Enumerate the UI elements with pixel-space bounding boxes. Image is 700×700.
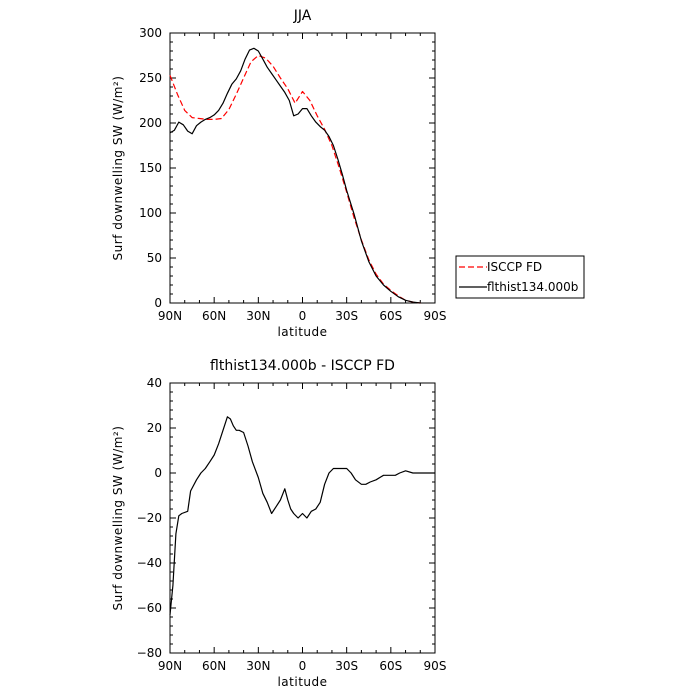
series-line-flthist134-000b <box>169 47 421 304</box>
y-tick-label: −80 <box>137 646 162 660</box>
chart-title: flthist134.000b - ISCCP FD <box>210 358 395 374</box>
legend-box <box>455 255 585 299</box>
plot-frame <box>169 32 436 304</box>
chart-jja-surface-sw: JJA 90N 60N 30N 0 30S 60S 90S 0 50 100 150 200 250 300… <box>111 8 585 339</box>
y-tick-label: 50 <box>147 251 162 265</box>
y-tick-label: 20 <box>147 421 162 435</box>
y-tick-label: 0 <box>154 296 162 310</box>
x-tick-label: 60S <box>379 309 402 323</box>
y-tick-label: 300 <box>139 26 162 40</box>
y-axis-title: Surf downwelling SW (W/m²) <box>111 426 125 611</box>
x-tick-label: 30S <box>335 309 358 323</box>
x-tick-label: 60N <box>202 659 226 673</box>
plot-frame <box>169 382 436 654</box>
x-tick-label: 90S <box>424 659 447 673</box>
x-axis-title: latitude <box>277 325 327 339</box>
x-axis-title: latitude <box>277 675 327 689</box>
x-tick-label: 30N <box>246 309 270 323</box>
legend-entry-label: ISCCP FD <box>487 260 542 274</box>
chart-title: JJA <box>293 8 312 24</box>
legend-entry-label: flthist134.000b <box>487 280 578 294</box>
y-tick-label: 200 <box>139 116 162 130</box>
x-tick-label: 30N <box>246 659 270 673</box>
y-axis-title: Surf downwelling SW (W/m²) <box>111 76 125 261</box>
y-tick-label: 150 <box>139 161 162 175</box>
y-tick-label: 0 <box>154 466 162 480</box>
series-line-difference <box>169 416 435 615</box>
x-tick-label: 60S <box>379 659 402 673</box>
x-tick-label: 60N <box>202 309 226 323</box>
y-tick-label: −40 <box>137 556 162 570</box>
x-tick-label: 90S <box>424 309 447 323</box>
y-tick-label: 250 <box>139 71 162 85</box>
x-tick-label: 30S <box>335 659 358 673</box>
y-tick-label: 40 <box>147 376 162 390</box>
y-tick-label: −20 <box>137 511 162 525</box>
series-line-isccp-fd <box>169 54 421 304</box>
x-tick-label: 90N <box>158 659 182 673</box>
chart-difference: flthist134.000b - ISCCP FD 90N 60N 30N 0 30S 6… <box>111 358 446 689</box>
x-tick-label: 0 <box>299 659 307 673</box>
y-tick-label: 100 <box>139 206 162 220</box>
x-tick-label: 0 <box>299 309 307 323</box>
x-tick-label: 90N <box>158 309 182 323</box>
y-tick-label: −60 <box>137 601 162 615</box>
